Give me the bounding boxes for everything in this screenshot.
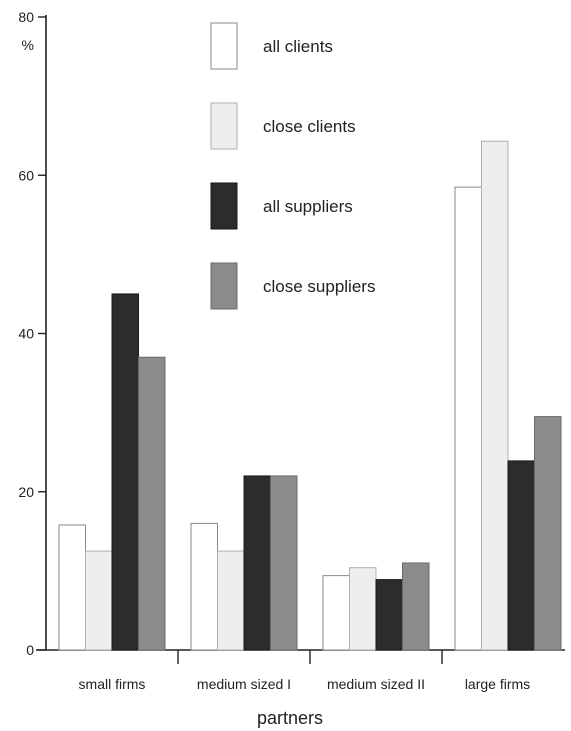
bar-close-suppliers-medium-sized-I [270,475,298,651]
y-tick-label: 0 [26,642,34,658]
legend-swatch-close-suppliers [210,262,238,310]
legend-label-close-clients: close clients [263,117,356,136]
legend-label-close-suppliers: close suppliers [263,277,375,296]
bar-all-clients-small-firms [58,524,86,651]
legend-label-all-clients: all clients [263,37,333,56]
bar-all-clients-medium-sized-I [190,522,218,651]
x-category-label: medium sized II [327,676,425,692]
bars [58,140,562,651]
legend-swatch-close-clients [210,102,238,150]
bar-close-clients-small-firms [85,550,113,651]
x-category-label: large firms [465,676,530,692]
bar-close-suppliers-small-firms [138,356,166,651]
legend: all clients close clients all suppliers clo… [210,22,375,310]
x-axis: partners small firms medium sized I medium… [36,649,565,728]
y-tick-label: 40 [18,326,34,342]
bar-all-clients-medium-sized-II [322,575,350,651]
bar-all-suppliers-medium-sized-II [375,579,403,651]
bar-all-suppliers-medium-sized-I [243,475,271,651]
bar-close-suppliers-large-firms [534,416,562,651]
x-axis-title: partners [257,708,323,728]
bar-all-clients-large-firms [454,186,482,651]
y-tick-label: 80 [18,9,34,25]
x-category-label: small firms [79,676,146,692]
bar-all-suppliers-large-firms [507,460,535,651]
y-axis: % 0 20 40 60 80 [18,9,47,658]
bar-close-clients-medium-sized-II [349,567,377,651]
bar-close-clients-large-firms [481,140,509,651]
legend-swatch-all-suppliers [210,182,238,230]
x-category-label: medium sized I [197,676,291,692]
y-axis-unit-label: % [22,37,34,53]
y-tick-label: 20 [18,484,34,500]
legend-swatch-all-clients [210,22,238,70]
bar-all-suppliers-small-firms [111,293,139,651]
y-tick-label: 60 [18,167,34,183]
bar-close-suppliers-medium-sized-II [402,562,430,651]
bar-close-clients-medium-sized-I [217,550,245,651]
legend-label-all-suppliers: all suppliers [263,197,353,216]
